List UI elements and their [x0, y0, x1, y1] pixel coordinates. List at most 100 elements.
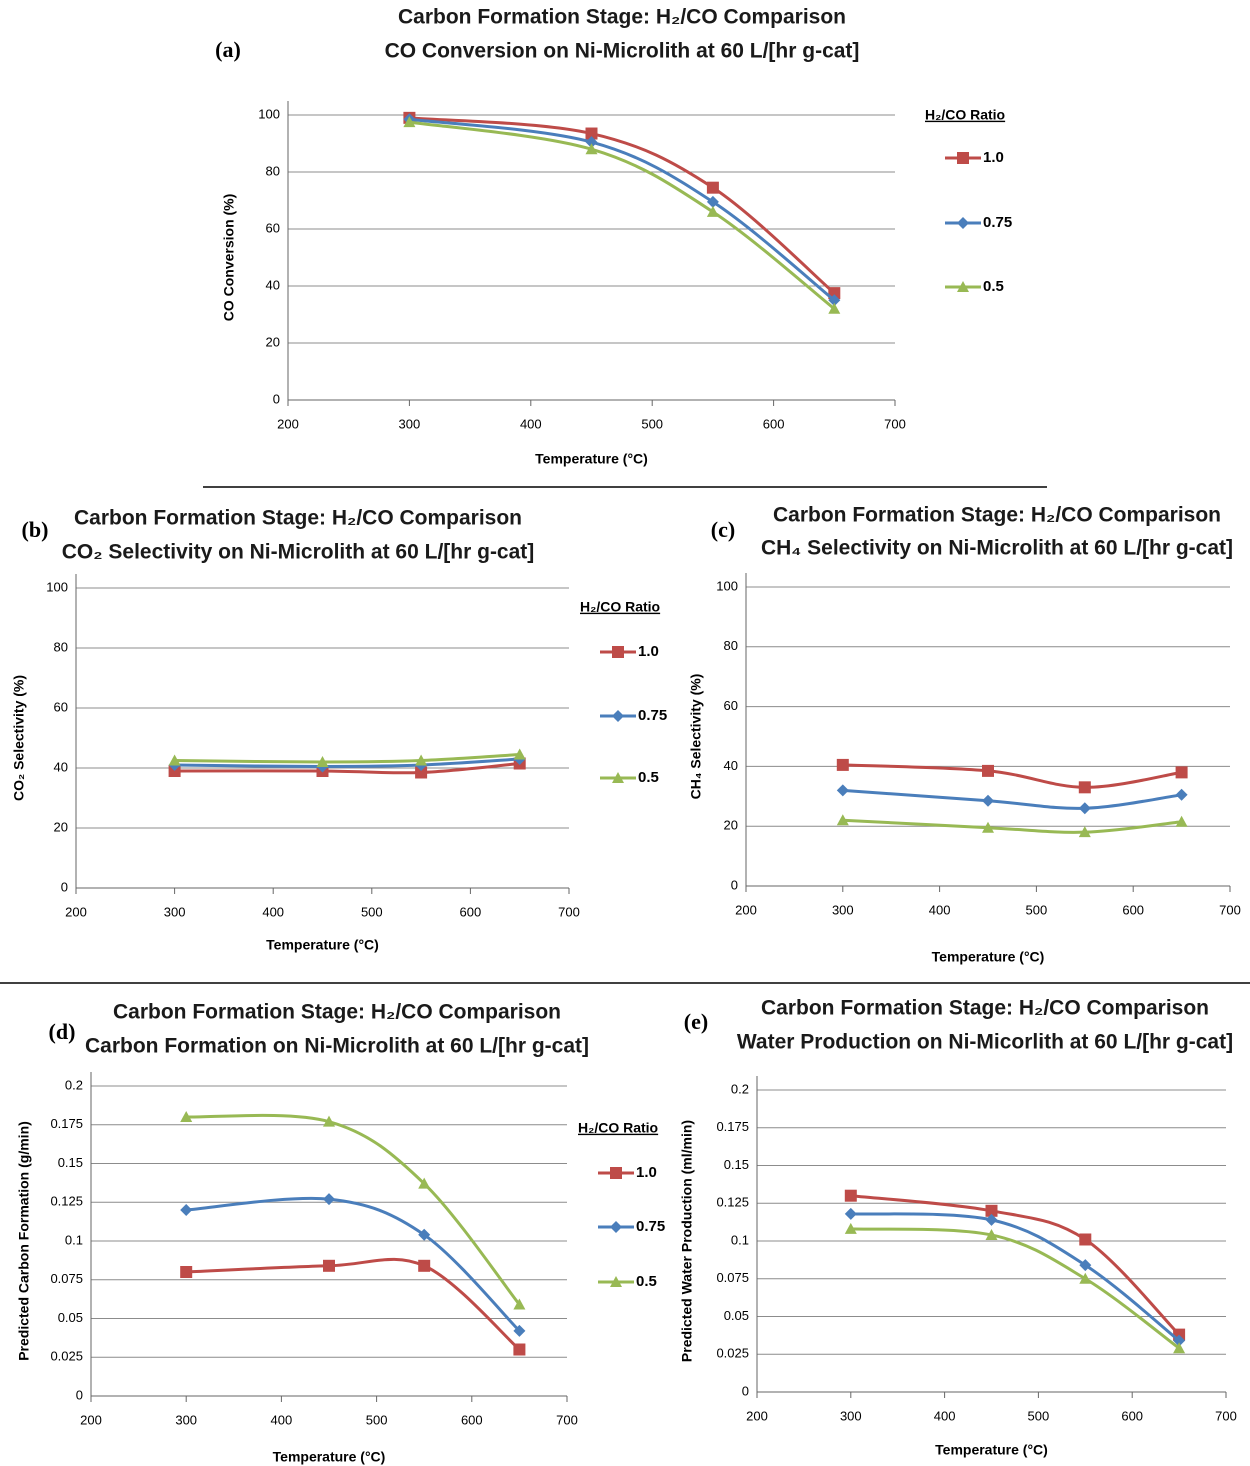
- marker: [585, 143, 598, 155]
- marker: [180, 1111, 193, 1122]
- marker: [585, 136, 598, 149]
- x-tick-label: 500: [361, 904, 383, 919]
- marker: [418, 1228, 431, 1241]
- marker: [706, 181, 719, 194]
- legend-label: 1.0: [638, 643, 659, 660]
- chart-subtitle: CO₂ Selectivity on Ni-Microlith at 60 L/…: [62, 541, 535, 564]
- x-tick-label: 700: [558, 904, 580, 919]
- y-tick-label: 20: [54, 819, 68, 834]
- y-tick-label: 80: [724, 638, 738, 653]
- y-tick-label: 80: [266, 163, 280, 178]
- panel-label: (e): [684, 1009, 708, 1034]
- y-tick-label: 0: [273, 391, 280, 406]
- x-tick-label: 700: [1215, 1408, 1237, 1423]
- series-line: [842, 818, 1182, 834]
- marker: [1079, 1233, 1092, 1246]
- x-tick-label: 400: [520, 416, 542, 431]
- chart-subtitle: Water Production on Ni-Micorlith at 60 L…: [737, 1031, 1233, 1054]
- x-axis-label: Temperature (°C): [935, 1442, 1048, 1458]
- marker: [513, 1324, 526, 1337]
- chart-title: Carbon Formation Stage: H₂/CO Comparison: [761, 997, 1209, 1020]
- chart-subtitle: CH₄ Selectivity on Ni-Microlith at 60 L/…: [761, 537, 1233, 560]
- series-line: [186, 1113, 521, 1306]
- series-line: [850, 1227, 1180, 1350]
- panel-label: (a): [215, 37, 241, 62]
- marker: [323, 1259, 335, 1272]
- legend-label: 1.0: [636, 1164, 657, 1181]
- y-tick-label: 20: [266, 334, 280, 349]
- marker: [985, 1228, 998, 1240]
- x-axis-label: Temperature (°C): [266, 937, 379, 953]
- y-tick-label: 100: [46, 579, 68, 594]
- marker: [1175, 766, 1188, 779]
- marker: [610, 1167, 622, 1179]
- marker: [985, 1213, 998, 1226]
- marker: [957, 281, 969, 292]
- legend-title: H₂/CO Ratio: [925, 107, 1005, 123]
- legend-label: 0.75: [638, 707, 667, 724]
- x-tick-label: 700: [884, 416, 906, 431]
- y-tick-label: 100: [258, 106, 280, 121]
- marker: [168, 754, 181, 766]
- y-tick-label: 0.025: [50, 1349, 83, 1364]
- series-line: [186, 1257, 521, 1351]
- marker: [1078, 826, 1091, 838]
- y-tick-label: 20: [724, 818, 738, 833]
- marker: [180, 1266, 193, 1278]
- y-tick-label: 0.075: [50, 1271, 83, 1286]
- marker: [323, 1115, 335, 1127]
- x-axis-label: Temperature (°C): [535, 451, 648, 467]
- y-tick-label: 60: [54, 699, 68, 714]
- y-tick-label: 0.125: [50, 1194, 83, 1209]
- marker: [706, 205, 719, 217]
- y-axis-label: CO₂ Selectivity (%): [11, 675, 27, 801]
- y-axis-label: CH₄ Selectivity (%): [688, 674, 704, 800]
- y-axis-label: Predicted Carbon Formation (g/min): [16, 1121, 32, 1361]
- series-line: [409, 117, 836, 302]
- chart-title: Carbon Formation Stage: H₂/CO Comparison: [74, 507, 522, 530]
- marker: [612, 772, 624, 783]
- chart-subtitle: CO Conversion on Ni-Microlith at 60 L/[h…: [385, 40, 860, 63]
- marker: [844, 1207, 857, 1220]
- x-tick-label: 600: [460, 904, 482, 919]
- y-tick-label: 80: [54, 639, 68, 654]
- marker: [836, 784, 849, 797]
- x-tick-label: 500: [1028, 1408, 1050, 1423]
- chart-title: Carbon Formation Stage: H₂/CO Comparison: [113, 1001, 561, 1024]
- x-tick-label: 400: [929, 902, 951, 917]
- marker: [982, 821, 994, 833]
- y-tick-label: 0: [76, 1387, 83, 1402]
- x-tick-label: 400: [262, 904, 284, 919]
- x-tick-label: 200: [735, 902, 757, 917]
- x-tick-label: 500: [641, 416, 663, 431]
- y-tick-label: 100: [716, 578, 738, 593]
- x-tick-label: 300: [840, 1408, 862, 1423]
- series-line: [842, 788, 1182, 810]
- y-tick-label: 0.15: [58, 1155, 83, 1170]
- x-tick-label: 600: [1122, 902, 1144, 917]
- marker: [513, 1343, 526, 1356]
- legend-title: H₂/CO Ratio: [578, 1120, 658, 1136]
- x-tick-label: 600: [461, 1412, 483, 1427]
- y-tick-label: 40: [266, 277, 280, 292]
- marker: [418, 1259, 431, 1272]
- chart-title: Carbon Formation Stage: H₂/CO Comparison: [398, 6, 846, 29]
- panel-label: (b): [22, 517, 49, 542]
- x-tick-label: 200: [80, 1412, 102, 1427]
- x-tick-label: 600: [1121, 1408, 1143, 1423]
- marker: [1079, 1259, 1092, 1272]
- marker: [180, 1204, 193, 1216]
- marker: [844, 1189, 857, 1202]
- marker: [1173, 1334, 1186, 1347]
- marker: [403, 116, 416, 128]
- y-tick-label: 0.2: [65, 1077, 83, 1092]
- y-tick-label: 0: [731, 877, 738, 892]
- series-line: [850, 1194, 1181, 1336]
- x-tick-label: 700: [556, 1412, 578, 1427]
- x-axis-label: Temperature (°C): [273, 1449, 386, 1465]
- marker: [585, 127, 598, 140]
- y-tick-label: 0.05: [724, 1308, 749, 1323]
- marker: [1173, 1342, 1186, 1354]
- y-axis-label: Predicted Water Production (ml/min): [679, 1120, 695, 1362]
